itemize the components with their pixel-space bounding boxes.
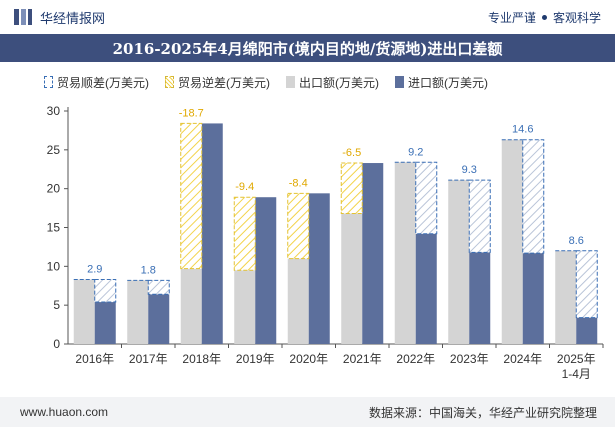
legend-label-surplus: 贸易顺差(万美元) <box>57 75 149 90</box>
y-tick-label: 30 <box>47 104 61 118</box>
export-bar <box>127 280 149 344</box>
import-bar <box>94 302 116 344</box>
chart-data-labels: 2.9 1.8 -18.7 -9.4 -8.4 -6.5 9.2 9.3 14.6 8.6 <box>87 107 584 276</box>
deficit-value-label: -8.4 <box>289 177 308 189</box>
deficit-bar <box>340 162 363 215</box>
import-bar <box>576 317 598 344</box>
surplus-bar <box>94 279 117 303</box>
x-tick-label: 2022年 <box>396 352 435 366</box>
bar-chart: 0 5 10 15 20 25 30 2016年 2017年 2018年 2019年 2020年 202… <box>47 104 604 381</box>
surplus-value-label: 9.3 <box>462 164 477 176</box>
surplus-bar <box>147 279 170 295</box>
export-bar <box>501 139 523 344</box>
legend-label-export: 出口额(万美元) <box>299 75 379 90</box>
x-tick-label: 2020年 <box>289 352 328 366</box>
legend-label-deficit: 贸易逆差(万美元) <box>178 75 270 90</box>
footer-bar: www.huaon.com 数据来源：中国海关，华经产业研究院整理 <box>0 397 615 427</box>
surplus-bar <box>522 139 545 254</box>
deficit-value-label: -6.5 <box>342 147 361 159</box>
y-tick-label: 0 <box>53 337 60 351</box>
brand-name: 华经情报网 <box>40 10 106 26</box>
legend-swatch-deficit <box>165 76 174 88</box>
deficit-bar <box>287 192 310 260</box>
surplus-value-label: 1.8 <box>141 264 156 276</box>
chart-title-bar: 2016-2025年4月绵阳市(境内目的地/货源地)进出口差额 <box>0 34 615 62</box>
export-bar <box>448 180 470 344</box>
x-tick-label: 2023年 <box>450 352 489 366</box>
export-bar <box>180 268 202 344</box>
tagline: 专业严谨 客观科学 <box>488 9 601 26</box>
import-bar <box>469 252 491 344</box>
surplus-bar <box>575 250 598 319</box>
x-tick-label: 2018年 <box>182 352 221 366</box>
deficit-value-label: -9.4 <box>235 181 254 193</box>
footer-website: www.huaon.com <box>20 405 109 419</box>
legend-swatch-import <box>395 76 404 88</box>
import-bar <box>201 123 223 344</box>
surplus-value-label: 2.9 <box>87 264 102 276</box>
export-bar <box>234 270 256 344</box>
surplus-bar <box>415 161 438 235</box>
tagline-right: 客观科学 <box>552 10 601 25</box>
surplus-bar <box>468 179 491 253</box>
export-bar <box>394 162 416 344</box>
legend-item-import: 进口额(万美元) <box>395 74 488 91</box>
chart-legend: 贸易顺差(万美元) 贸易逆差(万美元) 出口额(万美元) 进口额(万美元) <box>44 72 488 92</box>
x-tick-label: 2025年 <box>557 352 596 366</box>
x-tick-label: 2021年 <box>343 352 382 366</box>
x-tick-label: 2019年 <box>236 352 275 366</box>
tagline-dot <box>541 14 547 20</box>
brand: 华经情报网 <box>12 6 105 28</box>
deficit-value-label: -18.7 <box>179 107 204 119</box>
x-tick-label: 2024年 <box>503 352 542 366</box>
import-bar <box>415 233 437 344</box>
surplus-value-label: 9.2 <box>408 146 423 158</box>
export-bar <box>73 279 95 344</box>
header-bar: 华经情报网 专业严谨 客观科学 <box>0 0 615 34</box>
chart-bars <box>73 122 598 344</box>
y-tick-label: 20 <box>47 182 61 196</box>
logo-icon <box>14 9 32 25</box>
deficit-bar <box>233 196 256 271</box>
export-bar <box>287 258 309 344</box>
legend-item-deficit: 贸易逆差(万美元) <box>165 74 270 91</box>
x-tick-label: 1-4月 <box>562 367 591 381</box>
legend-label-import: 进口额(万美元) <box>408 75 488 90</box>
surplus-value-label: 8.6 <box>569 235 584 247</box>
import-bar <box>308 193 330 344</box>
import-bar <box>362 163 384 344</box>
surplus-value-label: 14.6 <box>512 124 533 136</box>
legend-item-export: 出口额(万美元) <box>286 74 379 91</box>
import-bar <box>522 253 544 344</box>
y-tick-label: 5 <box>53 298 60 312</box>
import-bar <box>255 197 277 344</box>
x-tick-label: 2017年 <box>129 352 168 366</box>
deficit-bar <box>180 122 203 270</box>
y-tick-label: 15 <box>47 221 61 235</box>
legend-item-surplus: 贸易顺差(万美元) <box>44 74 149 91</box>
import-bar <box>148 294 170 344</box>
chart-title: 2016-2025年4月绵阳市(境内目的地/货源地)进出口差额 <box>112 39 503 58</box>
legend-swatch-surplus <box>44 76 53 88</box>
x-tick-label: 2016年 <box>75 352 114 366</box>
legend-swatch-export <box>286 76 295 88</box>
footer-source: 数据来源：中国海关，华经产业研究院整理 <box>368 405 597 420</box>
y-tick-label: 10 <box>47 259 61 273</box>
export-bar <box>555 250 577 344</box>
tagline-left: 专业严谨 <box>487 10 536 25</box>
export-bar <box>341 213 363 344</box>
y-tick-label: 25 <box>47 143 61 157</box>
